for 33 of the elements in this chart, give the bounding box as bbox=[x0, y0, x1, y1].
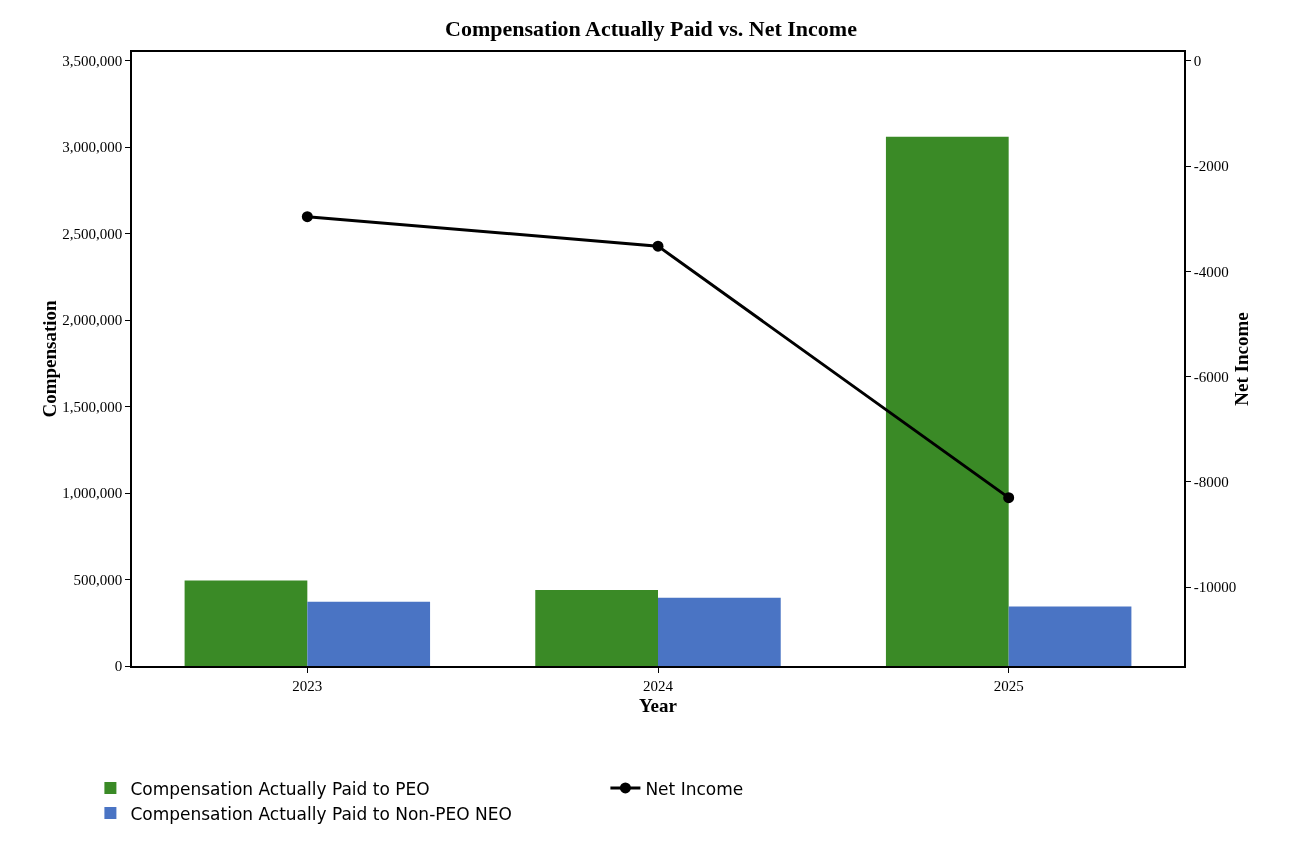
y-tick-label: 3,500,000 bbox=[62, 52, 123, 69]
bar bbox=[307, 601, 431, 666]
x-tick-label: 2025 bbox=[993, 677, 1024, 694]
point bbox=[652, 240, 664, 252]
y-axis-title: Compensation bbox=[39, 299, 61, 418]
chart-title: Compensation Actually Paid vs. Net Income bbox=[445, 16, 858, 42]
bar bbox=[535, 590, 658, 666]
legend-label: Compensation Actually Paid to Non-PEO NEO bbox=[130, 803, 512, 824]
point bbox=[1003, 492, 1015, 504]
y-tick-label: 2,500,000 bbox=[62, 225, 123, 242]
y2-tick-label: -8000 bbox=[1193, 474, 1229, 491]
bar bbox=[184, 580, 308, 666]
y2-tick-label: -2000 bbox=[1193, 158, 1229, 175]
y2-tick-label: -4000 bbox=[1193, 263, 1229, 280]
y-tick-label: 0 bbox=[114, 658, 123, 675]
point bbox=[301, 211, 313, 223]
y-tick-label: 3,000,000 bbox=[62, 139, 123, 156]
bar bbox=[658, 597, 781, 666]
y2-tick-label: -6000 bbox=[1193, 368, 1229, 385]
x-tick-label: 2023 bbox=[292, 677, 323, 694]
x-axis-title: Year bbox=[639, 695, 678, 717]
y-tick-label: 1,500,000 bbox=[62, 398, 123, 415]
y-tick-label: 500,000 bbox=[73, 571, 123, 588]
y-tick-label: 1,000,000 bbox=[62, 485, 123, 502]
legend-label: Compensation Actually Paid to PEO bbox=[130, 778, 430, 799]
y2-axis-title: Net Income bbox=[1230, 312, 1252, 406]
y-tick-label: 2,000,000 bbox=[62, 312, 123, 329]
y2-tick-label: -10000 bbox=[1193, 579, 1237, 596]
x-tick-label: 2024 bbox=[643, 677, 674, 694]
bar bbox=[885, 136, 1009, 666]
bar bbox=[1008, 606, 1132, 666]
y2-tick-label: 0 bbox=[1193, 53, 1202, 70]
legend-label: Net Income bbox=[645, 778, 744, 799]
